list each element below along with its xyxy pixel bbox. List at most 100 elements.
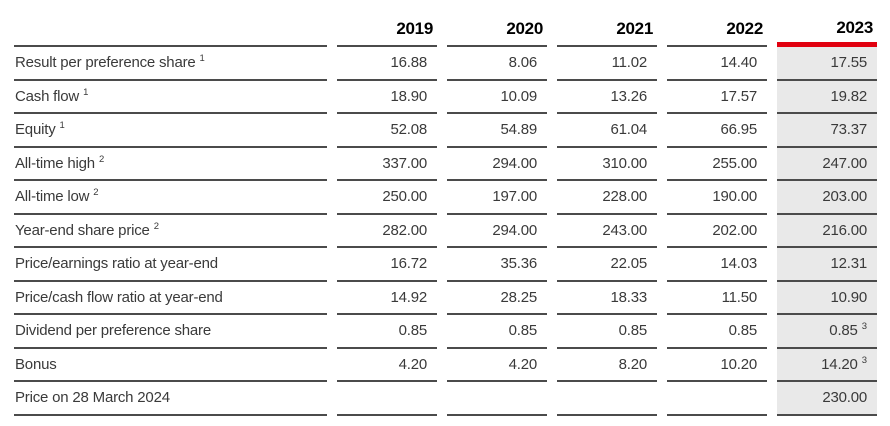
cell-value: 19.82 (777, 80, 877, 114)
value-text: 197.00 (492, 188, 537, 206)
value-text: 52.08 (390, 121, 427, 139)
footnote-marker: 1 (83, 86, 89, 98)
value-text: 310.00 (602, 154, 647, 172)
cell-value: 10.09 (447, 81, 547, 114)
cell-value: 14.40 (667, 47, 767, 81)
value-text: 54.89 (500, 121, 537, 139)
footnote-marker: 1 (59, 120, 65, 132)
value-text: 28.25 (500, 288, 537, 306)
cell-value: 52.08 (337, 114, 437, 148)
value-text: 12.31 (830, 255, 867, 273)
year-header-2023: 2023 (777, 0, 877, 47)
cell-value: 11.02 (557, 47, 657, 81)
value-text: 202.00 (712, 221, 757, 239)
row-label: All-time low 2 (14, 181, 327, 215)
value-text: 14.40 (720, 54, 757, 72)
value-text: 11.50 (721, 288, 758, 306)
cell-value (557, 382, 657, 416)
value-text: 0.85 (508, 322, 538, 340)
value-text: 247.00 (822, 154, 867, 172)
cell-value: 12.31 (777, 248, 877, 282)
cell-value: 4.20 (337, 349, 437, 382)
cell-value: 14.20 3 (777, 348, 877, 382)
value-text: 17.57 (720, 87, 757, 105)
cell-value: 337.00 (337, 148, 437, 181)
row-label: Cash flow 1 (14, 81, 327, 114)
cell-value: 4.20 (447, 349, 547, 382)
cell-value (337, 382, 437, 416)
value-text: 16.88 (390, 54, 427, 72)
cell-value: 228.00 (557, 181, 657, 215)
row-label-text: Result per preference share (15, 54, 196, 72)
value-text: 19.82 (830, 87, 867, 105)
value-text: 8.20 (618, 355, 648, 373)
cell-value: 294.00 (447, 148, 547, 181)
value-text: 13.26 (610, 87, 647, 105)
cell-value: 203.00 (777, 181, 877, 215)
year-header-label: 2023 (836, 18, 873, 37)
cell-value: 35.36 (447, 248, 547, 282)
value-text: 230.00 (822, 389, 867, 407)
cell-value: 0.85 (337, 315, 437, 349)
row-label-text: Price on 28 March 2024 (15, 389, 170, 407)
cell-value: 0.85 (557, 315, 657, 349)
cell-value: 61.04 (557, 114, 657, 148)
row-label-text: Price/earnings ratio at year-end (15, 255, 218, 273)
row-label-text: Dividend per preference share (15, 322, 211, 340)
cell-value: 230.00 (777, 382, 877, 416)
value-text: 35.36 (500, 255, 537, 273)
cell-value (667, 382, 767, 416)
row-label-text: Equity (15, 121, 56, 139)
row-label-text: Price/cash flow ratio at year-end (15, 288, 223, 306)
cell-value: 8.06 (447, 47, 547, 81)
cell-value: 66.95 (667, 114, 767, 148)
cell-value: 0.85 (447, 315, 547, 349)
row-label: Result per preference share 1 (14, 47, 327, 81)
value-text: 337.00 (382, 154, 427, 172)
row-label: All-time high 2 (14, 148, 327, 181)
row-label-text: Cash flow (15, 87, 80, 105)
value-text: 10.90 (830, 288, 867, 306)
value-text: 18.33 (610, 288, 647, 306)
footnote-marker: 2 (153, 220, 159, 232)
value-text: 0.85 (398, 322, 428, 340)
cell-value: 190.00 (667, 181, 767, 215)
value-text: 73.37 (830, 121, 867, 139)
value-text: 0.85 (618, 322, 648, 340)
cell-value: 310.00 (557, 148, 657, 181)
row-label: Price on 28 March 2024 (14, 382, 327, 416)
value-text: 255.00 (712, 154, 757, 172)
year-header-2020: 2020 (447, 0, 547, 47)
value-text: 294.00 (492, 221, 537, 239)
year-header-label: 2021 (616, 19, 653, 38)
cell-value: 16.88 (337, 47, 437, 81)
cell-value: 18.90 (337, 81, 437, 114)
value-text: 228.00 (602, 188, 647, 206)
cell-value: 202.00 (667, 215, 767, 248)
cell-value: 247.00 (777, 147, 877, 181)
year-header-label: 2019 (396, 19, 433, 38)
cell-value: 282.00 (337, 215, 437, 248)
cell-value: 54.89 (447, 114, 547, 148)
value-text: 14.92 (390, 288, 427, 306)
cell-value: 16.72 (337, 248, 437, 282)
cell-value: 14.92 (337, 282, 437, 315)
value-text: 282.00 (382, 221, 427, 239)
value-text: 4.20 (398, 355, 428, 373)
year-header-2022: 2022 (667, 0, 767, 47)
cell-value: 11.50 (667, 282, 767, 315)
cell-value: 13.26 (557, 81, 657, 114)
footnote-marker: 2 (98, 153, 105, 165)
value-text: 66.95 (720, 121, 757, 139)
row-label-text: Year-end share price (15, 221, 150, 239)
cell-value: 255.00 (667, 148, 767, 181)
row-label: Dividend per preference share (14, 315, 327, 349)
key-figures-table: 2019 2020 2021 2022 2023 Result per preferenc… (14, 0, 877, 416)
value-text: 243.00 (602, 221, 647, 239)
value-text: 11.02 (611, 54, 648, 72)
value-text: 18.90 (390, 87, 427, 105)
cell-value: 14.03 (667, 248, 767, 282)
value-text: 16.72 (390, 255, 427, 273)
value-text: 22.05 (610, 255, 647, 273)
value-text: 14.20 (821, 355, 858, 373)
